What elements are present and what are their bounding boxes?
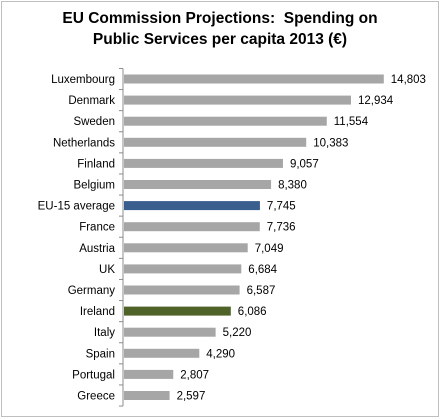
category-label: Belgium	[73, 180, 115, 192]
bar	[124, 369, 174, 379]
bar	[124, 285, 240, 295]
value-label: 7,736	[267, 222, 296, 234]
value-label: 2,597	[177, 391, 206, 403]
bar	[124, 95, 351, 105]
value-label: 8,380	[278, 180, 307, 192]
category-label: Austria	[79, 243, 115, 255]
category-label: Luxembourg	[51, 74, 115, 86]
category-label: Finland	[77, 158, 115, 170]
category-label: France	[79, 222, 115, 234]
chart-title-line-2: Public Services per capita 2013 (€)	[92, 31, 348, 48]
category-label: UK	[99, 264, 115, 276]
bar	[124, 180, 272, 189]
bar	[124, 264, 242, 274]
category-label: Italy	[94, 327, 115, 339]
bar	[124, 348, 200, 358]
bar	[124, 201, 260, 211]
bar	[124, 222, 260, 232]
chart-title-line-1: EU Commission Projections: Spending on	[62, 10, 378, 27]
category-label: Portugal	[72, 369, 115, 381]
value-label: 6,086	[238, 306, 267, 318]
bar	[124, 137, 307, 147]
value-label: 7,049	[255, 243, 284, 255]
value-label: 10,383	[313, 137, 348, 149]
value-label: 6,684	[248, 264, 277, 276]
bar	[124, 116, 327, 126]
value-label: 11,554	[334, 116, 369, 128]
value-label: 2,807	[180, 369, 209, 381]
bar	[124, 243, 248, 253]
category-label: Sweden	[73, 116, 115, 128]
category-label: Ireland	[80, 306, 115, 318]
bar	[124, 306, 231, 316]
category-label: Spain	[86, 348, 115, 360]
category-label: Greece	[77, 391, 115, 403]
value-label: 6,587	[247, 285, 276, 297]
category-label: Germany	[68, 285, 116, 297]
bar	[124, 74, 384, 84]
bar	[124, 158, 283, 168]
category-label: EU-15 average	[38, 201, 115, 213]
value-label: 4,290	[206, 348, 235, 360]
bar	[124, 391, 170, 400]
value-label: 7,745	[267, 201, 296, 213]
value-label: 12,934	[358, 95, 394, 107]
value-label: 14,803	[391, 74, 426, 86]
category-label: Netherlands	[53, 137, 115, 149]
bar	[124, 327, 216, 337]
chart-title: EU Commission Projections: Spending on P…	[0, 8, 440, 50]
value-label: 5,220	[223, 327, 252, 339]
category-label: Denmark	[68, 95, 115, 107]
value-label: 9,057	[290, 158, 319, 170]
